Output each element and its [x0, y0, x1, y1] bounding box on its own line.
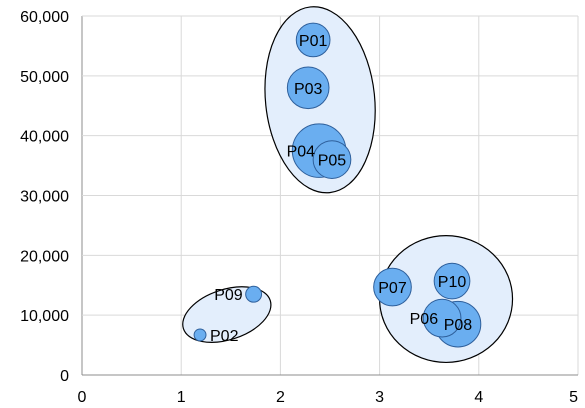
label-p03: P03 [294, 81, 323, 98]
data-points [193, 22, 482, 348]
bubble-p07[interactable] [373, 267, 412, 307]
x-tick-label: 1 [177, 389, 186, 406]
label-p05: P05 [318, 153, 347, 170]
bubble-p05[interactable] [312, 140, 352, 179]
x-tick-label: 5 [569, 389, 578, 406]
label-p01: P01 [299, 33, 328, 50]
bubble-p02[interactable] [193, 328, 207, 342]
label-p08: P08 [444, 317, 473, 334]
label-p07: P07 [378, 280, 407, 297]
label-p10: P10 [438, 274, 467, 291]
y-tick-label: 30,000 [20, 189, 69, 206]
y-tick-label: 40,000 [20, 129, 69, 146]
y-tick-label: 0 [60, 368, 69, 385]
y-tick-label: 10,000 [20, 308, 69, 325]
label-p04: P04 [287, 144, 316, 161]
label-p06: P06 [410, 311, 439, 328]
x-tick-label: 2 [276, 389, 285, 406]
bubble-p03[interactable] [286, 66, 330, 110]
y-tick-label: 20,000 [20, 248, 69, 265]
tick-labels: 0 1 2 3 4 5 0 10,000 20,000 30,000 40,000 50,000 60,… [20, 9, 578, 406]
y-tick-label: 50,000 [20, 69, 69, 86]
bubble-p09[interactable] [245, 285, 263, 303]
label-p09: P09 [214, 287, 243, 304]
x-tick-label: 3 [375, 389, 384, 406]
x-tick-label: 4 [474, 389, 483, 406]
bubble-p10[interactable] [433, 262, 471, 300]
label-p02: P02 [210, 328, 239, 345]
bubble-p01[interactable] [295, 22, 331, 58]
y-tick-label: 60,000 [20, 9, 69, 26]
x-tick-label: 0 [78, 389, 87, 406]
bubble-p06[interactable] [422, 298, 462, 338]
